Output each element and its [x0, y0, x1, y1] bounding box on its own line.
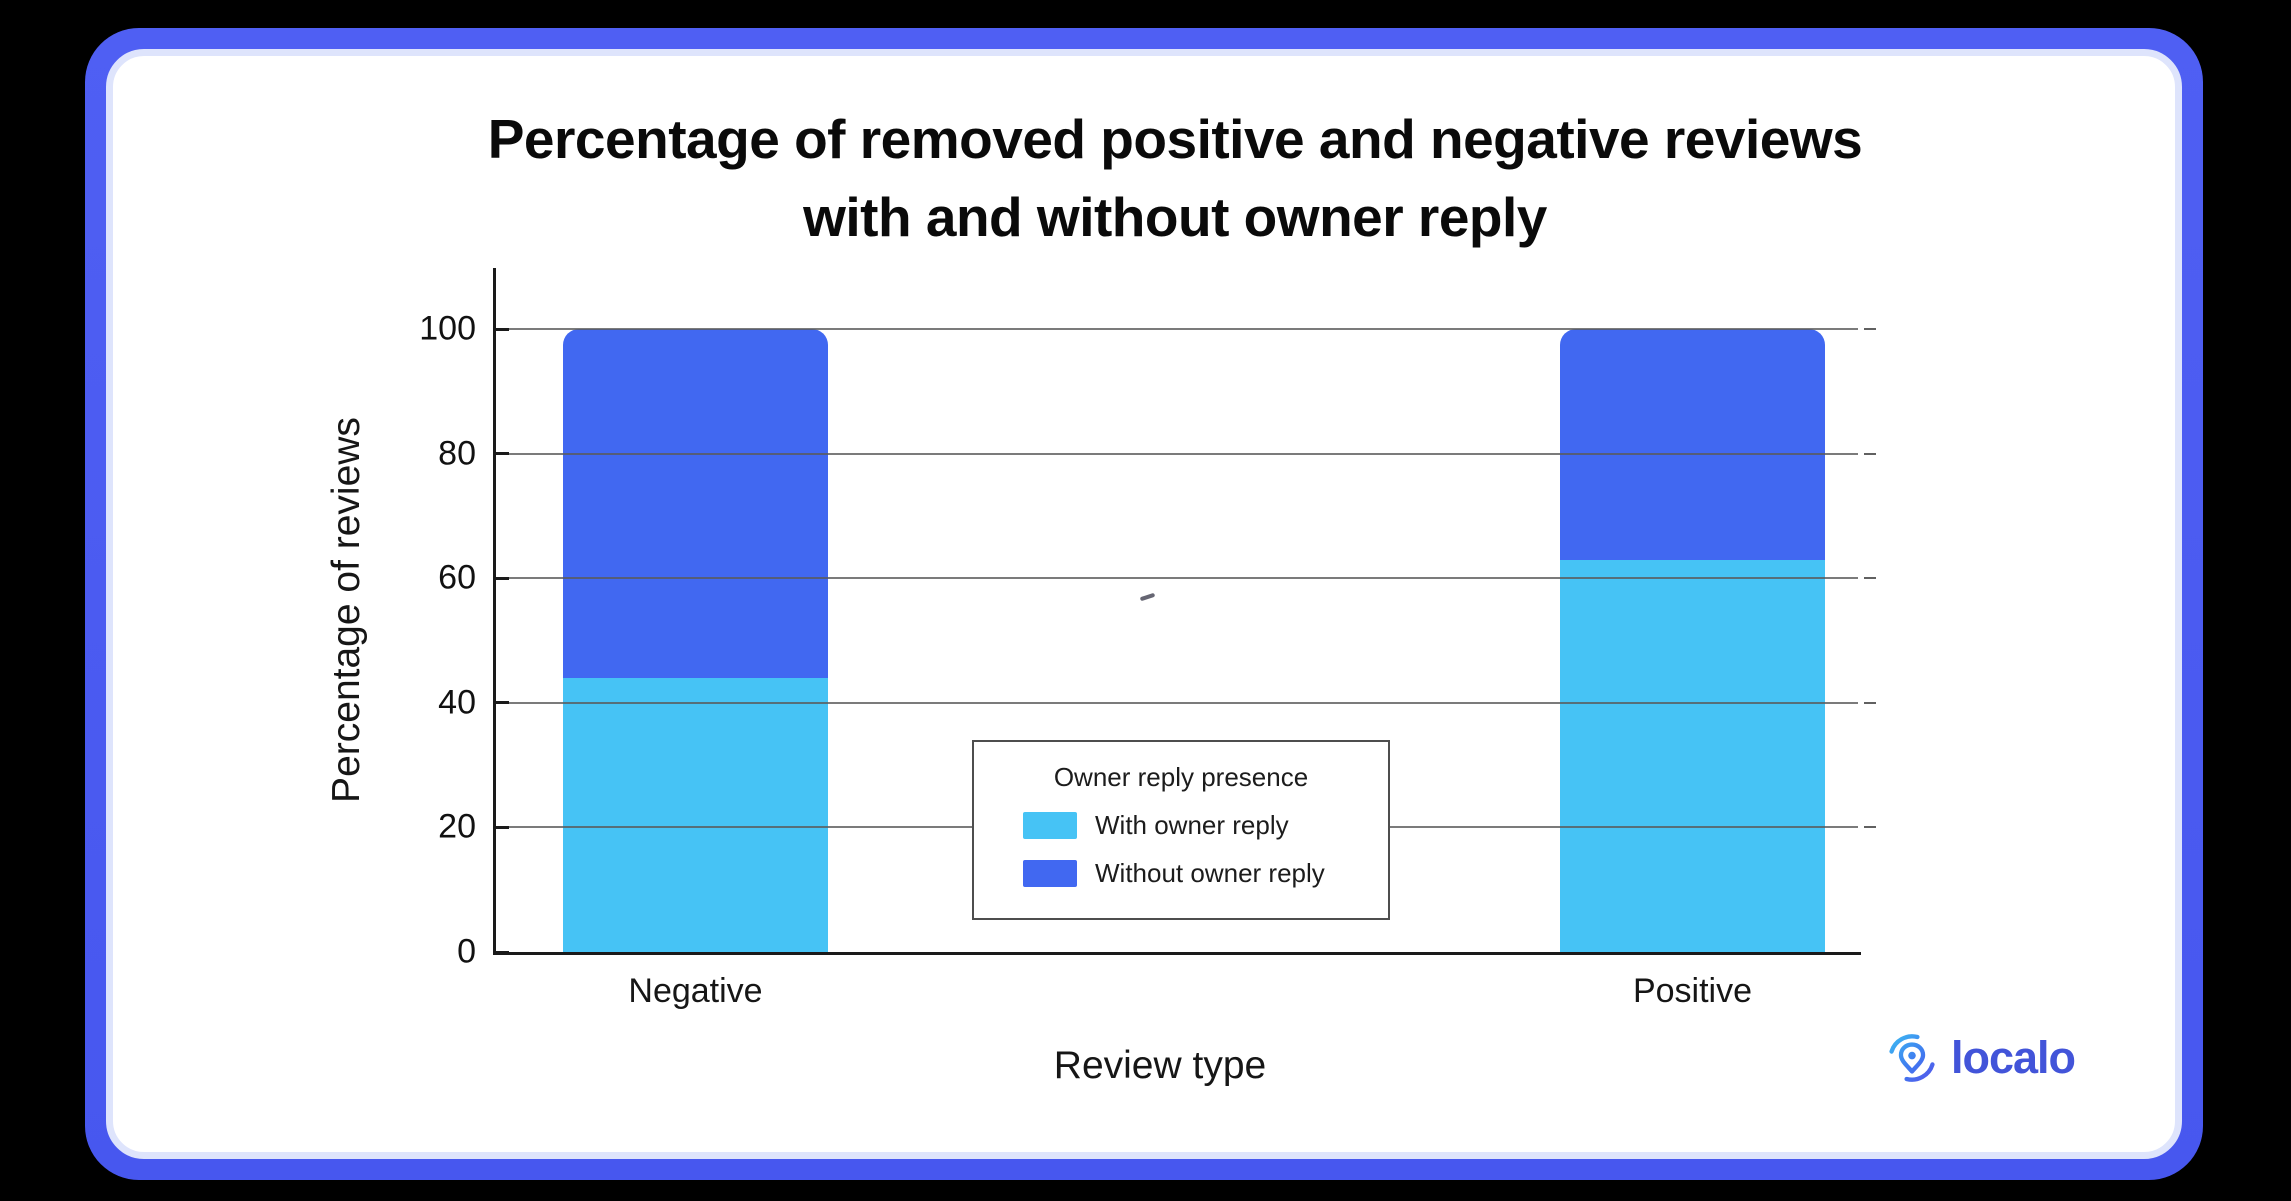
gridline-60 [496, 577, 1858, 580]
y-tick-80 [496, 452, 509, 456]
y-tick-60 [496, 576, 509, 580]
gridline-overhang-80 [1864, 452, 1876, 455]
plot-area: 0 20 40 60 80 100 Negative Positive [419, 268, 1876, 1010]
category-label-negative: Negative [628, 972, 763, 1010]
chart-title-line-2: with and without owner reply [803, 186, 1547, 248]
y-tick-40 [496, 701, 509, 705]
gridline-overhang-20 [1864, 826, 1876, 829]
y-tick-label-100: 100 [419, 309, 476, 348]
bar-negative-with-owner-reply [563, 677, 828, 952]
y-tick-label-0: 0 [457, 932, 476, 971]
x-axis-title: Review type [1053, 1044, 1267, 1087]
legend-swatch-2 [1023, 860, 1077, 887]
y-axis-title: Percentage of reviews [325, 417, 368, 803]
white-card [106, 49, 2182, 1159]
legend-title: Owner reply presence [1053, 762, 1309, 792]
y-tick-20 [496, 825, 509, 829]
localo-logo: localo [1885, 1030, 2076, 1086]
localo-logo-text: localo [1951, 1032, 2076, 1083]
category-label-positive: Positive [1632, 972, 1753, 1010]
y-tick-0 [496, 950, 509, 954]
gridline-40 [496, 701, 1858, 704]
bar-negative-without-owner-reply [563, 329, 828, 678]
bar-positive-with-owner-reply [1560, 559, 1825, 952]
gridline-overhang-100 [1864, 328, 1876, 330]
y-tick-label-40: 40 [438, 683, 476, 722]
chart-title: Percentage of removed positive and negat… [175, 100, 2175, 256]
legend-label-1: With owner reply [1095, 810, 1289, 840]
gridline-overhang-40 [1864, 701, 1876, 704]
blue-border-frame [85, 28, 2203, 1180]
y-tick-label-80: 80 [438, 434, 476, 473]
y-axis-line [493, 268, 496, 955]
legend-label-2: Without owner reply [1095, 858, 1325, 888]
y-tick-100 [496, 327, 509, 331]
x-axis-line [493, 952, 1861, 955]
gridline-overhang-60 [1864, 577, 1876, 580]
chart-title-line-1: Percentage of removed positive and negat… [487, 108, 1863, 170]
y-tick-label-60: 60 [438, 558, 476, 597]
legend-swatch-1 [1023, 812, 1077, 839]
legend-box: Owner reply presence With owner reply Wit… [972, 740, 1390, 920]
bar-positive-without-owner-reply [1560, 329, 1825, 560]
localo-pin-icon [1885, 1030, 1939, 1086]
gridline-100 [496, 328, 1858, 330]
gridline-80 [496, 452, 1858, 455]
legend-row-without-owner-reply: Without owner reply [1023, 858, 1325, 889]
legend-row-with-owner-reply: With owner reply [1023, 810, 1289, 841]
y-tick-label-20: 20 [438, 807, 476, 846]
